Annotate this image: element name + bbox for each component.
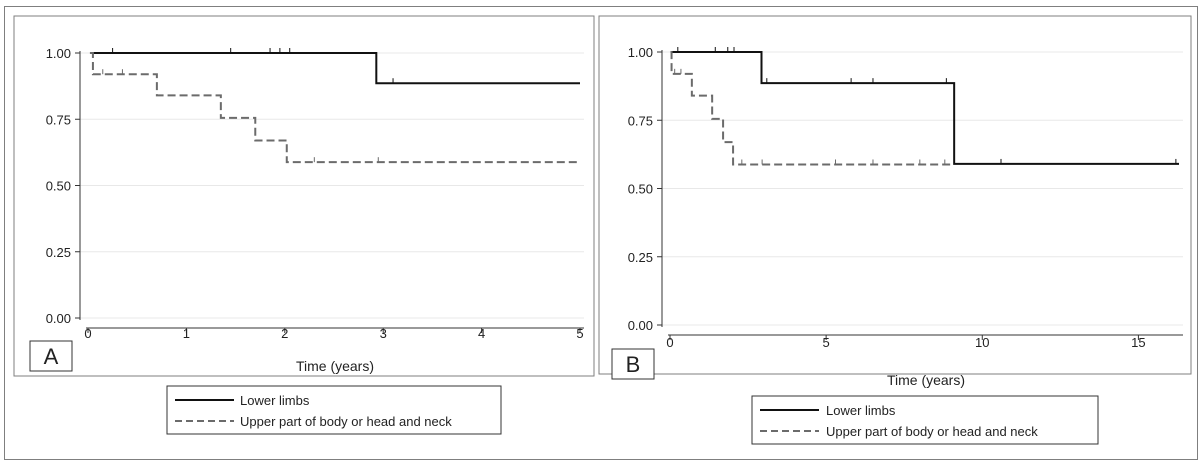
- panel-a-label-box: [29, 340, 73, 372]
- panel-b-ytick-label: 0.25: [628, 250, 653, 265]
- panel-a-series-upper-line: [89, 52, 580, 164]
- panel-a-ytick-label: 0.00: [46, 311, 71, 326]
- panel-a-legend-upper-label: Upper part of body or head and neck: [240, 414, 452, 429]
- panel-a-xlabel: Time (years): [296, 358, 374, 374]
- panel-b-plot: 0.00 0.25 0.50 0.75 1.00 0 5 10 15: [628, 45, 1183, 350]
- panel-b-xtick-label: 10: [975, 335, 989, 350]
- panel-a-label-text: A: [44, 344, 59, 369]
- panel-a-xtick-label: 3: [380, 326, 387, 341]
- panel-b-xlabel: Time (years): [887, 372, 965, 388]
- panel-b-label-box: [611, 348, 655, 380]
- panel-a: 0.000.250.500.751.000 1 2 3 4 5 Time (years) …: [13, 15, 595, 435]
- panel-b-legend-lower-label: Lower limbs: [826, 403, 896, 418]
- panel-a-legend-lower-label: Lower limbs: [240, 393, 310, 408]
- panel-a-xtick-label: 1: [183, 326, 190, 341]
- panel-b-xtick-label: 15: [1131, 335, 1145, 350]
- panel-b-ytick-label: 1.00: [628, 45, 653, 60]
- panel-b-legend: Lower limbs Upper part of body or head a…: [751, 395, 1099, 445]
- panel-b-ytick-label: 0.75: [628, 113, 653, 128]
- panel-a-ytick-label: 0.75: [46, 112, 71, 127]
- panel-b-ytick-label: 0.00: [628, 318, 653, 333]
- panel-a-xtick-label: 2: [281, 326, 288, 341]
- panel-b-legend-upper-label: Upper part of body or head and neck: [826, 424, 1038, 439]
- panel-b-label-text: B: [626, 352, 641, 377]
- panel-a-ytick-label: 0.25: [46, 245, 71, 260]
- panel-a-plot: 0.00 0.25 0.50 0.75 1.00 0 1 2 3 4 5: [46, 46, 584, 341]
- panel-b-legend-box: [751, 395, 1099, 445]
- panel-a-series-lower-line: [89, 52, 580, 85]
- panel-b-series-upper-line: [670, 51, 952, 166]
- panel-a-legend: Lower limbs Upper part of body or head a…: [166, 385, 502, 435]
- panel-b: 0.000.250.500.751.000 5 10 15 Time (years) …: [598, 15, 1192, 445]
- panel-a-legend-box: [166, 385, 502, 435]
- panel-a-box: [13, 15, 595, 377]
- panel-b-label: B: [611, 348, 655, 380]
- panel-b-ytick-label: 0.50: [628, 182, 653, 197]
- panel-a-xtick-label: 5: [576, 326, 583, 341]
- panel-b-series-lower-line: [670, 51, 1179, 165]
- panel-b-box: [598, 15, 1192, 375]
- panel-a-xtick-label: 4: [478, 326, 485, 341]
- panel-a-label: A: [29, 340, 73, 372]
- panel-a-ytick-label: 0.50: [46, 179, 71, 194]
- panel-a-ytick-label: 1.00: [46, 46, 71, 61]
- panel-b-xtick-label: 0: [666, 335, 673, 350]
- panel-a-xtick-label: 0: [84, 326, 91, 341]
- panel-b-xtick-label: 5: [823, 335, 830, 350]
